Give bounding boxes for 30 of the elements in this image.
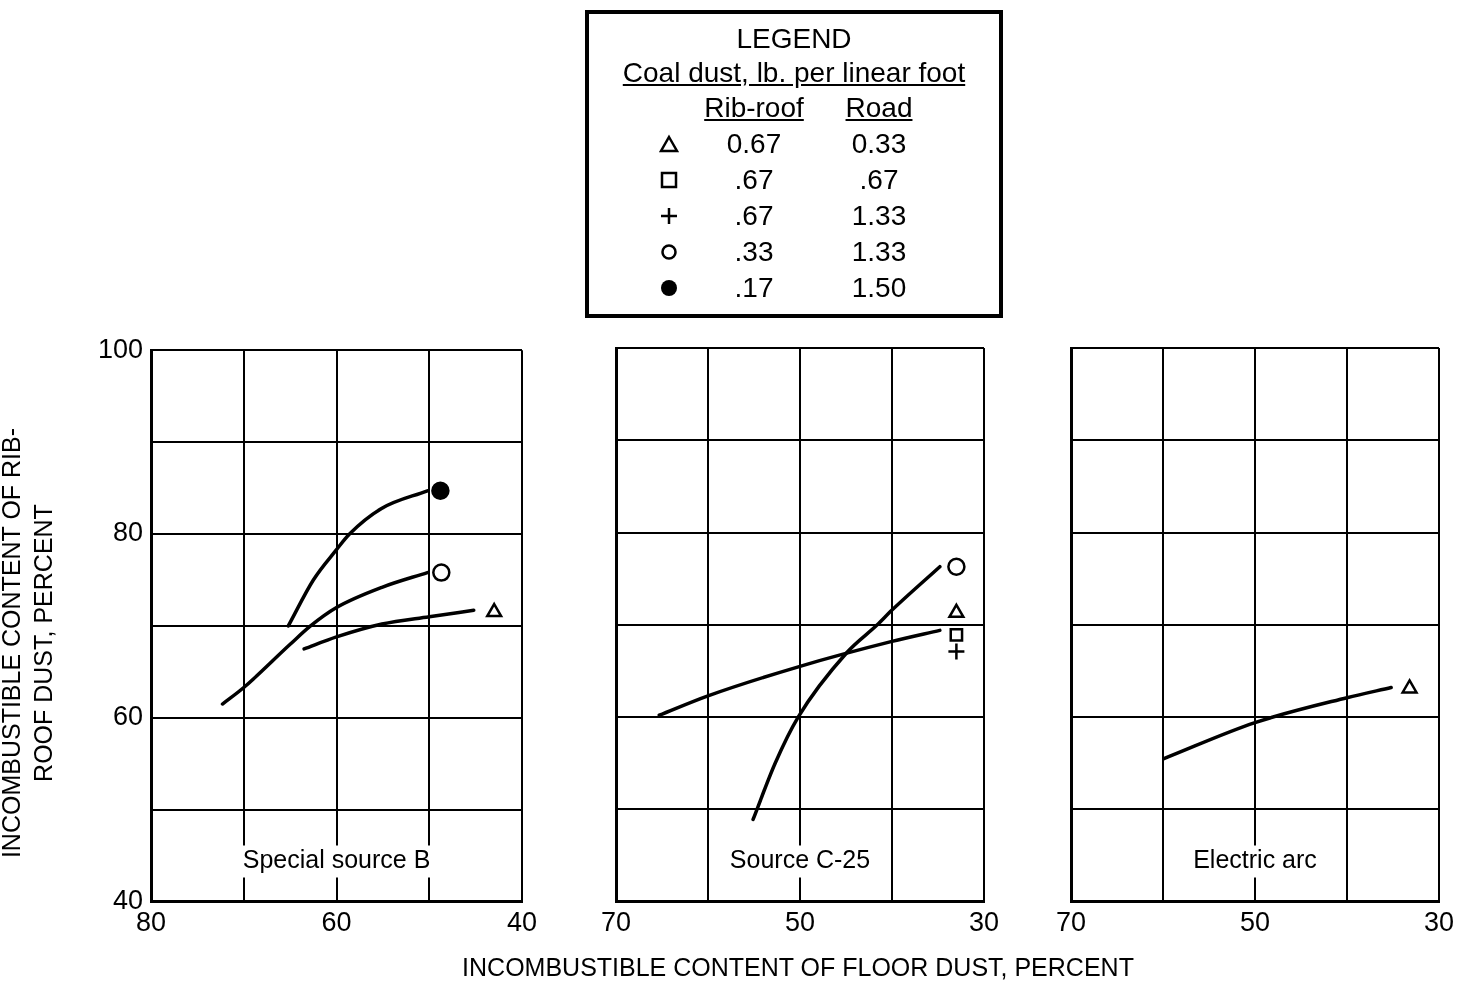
annotation: Source C-25 <box>729 845 871 874</box>
text: .33 <box>733 235 775 269</box>
text: Road <box>844 91 914 125</box>
x-tick-label: 50 <box>784 907 816 938</box>
y-tick-label: 60 <box>113 701 144 732</box>
x-tick-label: 70 <box>1055 907 1087 938</box>
text: Coal dust, lb. per linear foot <box>621 56 967 90</box>
text: .67 <box>733 199 775 233</box>
x-tick-label: 30 <box>1423 907 1455 938</box>
x-tick-label: 30 <box>968 907 1000 938</box>
x-tick-label: 60 <box>321 907 352 938</box>
x-tick-label: 40 <box>506 907 538 938</box>
text: 1.50 <box>850 271 908 305</box>
text: .17 <box>733 271 775 305</box>
text: 0.33 <box>850 127 908 161</box>
x-tick-label: 50 <box>1239 907 1271 938</box>
text: LEGEND <box>735 22 853 56</box>
x-tick-label: 70 <box>600 907 632 938</box>
text: 0.67 <box>725 127 783 161</box>
x-axis-title: INCOMBUSTIBLE CONTENT OF FLOOR DUST, PERCENT <box>461 952 1135 982</box>
text: 1.33 <box>850 235 908 269</box>
annotation: Special source B <box>242 845 431 874</box>
y-tick-label: 100 <box>97 333 144 364</box>
annotation: Electric arc <box>1193 845 1317 874</box>
y-tick-label: 80 <box>113 517 144 548</box>
text: .67 <box>858 163 900 197</box>
text: Rib-roof <box>703 91 805 125</box>
text: 1.33 <box>850 199 908 233</box>
text: .67 <box>733 163 775 197</box>
y-axis-title: INCOMBUSTIBLE CONTENT OF RIB-ROOF DUST, PERCENT <box>0 426 58 861</box>
